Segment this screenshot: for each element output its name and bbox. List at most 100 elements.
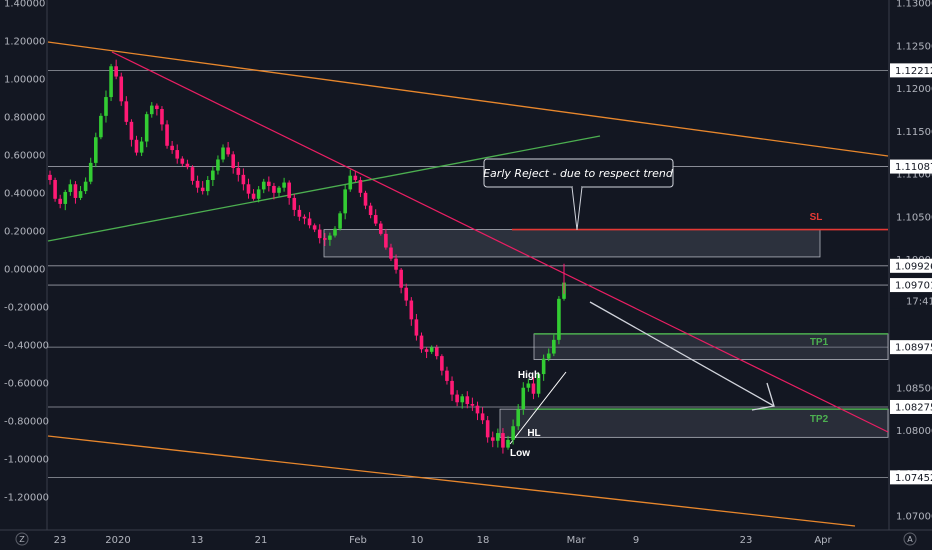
- candle-body: [450, 380, 454, 395]
- candle-body: [175, 150, 180, 159]
- right-axis-tick: 1.08500: [896, 383, 932, 394]
- tp2-label: TP2: [810, 414, 829, 425]
- time-axis-tick: 2020: [105, 535, 130, 546]
- candle-body: [297, 209, 302, 217]
- candle-body: [490, 437, 495, 441]
- left-axis-tick: -1.00000: [4, 455, 49, 466]
- candle-body: [384, 233, 388, 248]
- candle-body: [373, 215, 378, 224]
- countdown: 17:41: [906, 297, 932, 308]
- candle-body: [465, 396, 470, 404]
- candle-body: [323, 238, 327, 240]
- candle-body: [546, 353, 551, 359]
- descending-trendline: [111, 51, 889, 433]
- candle-body: [226, 147, 230, 155]
- time-axis-tick: Mar: [567, 535, 587, 546]
- candle-body: [348, 175, 353, 190]
- candle-body: [434, 347, 439, 357]
- left-axis-tick: 1.40000: [4, 0, 45, 10]
- candle-body: [536, 374, 541, 394]
- candle-body: [307, 218, 312, 226]
- price-tag: 1.12212: [895, 66, 932, 77]
- price-tag: 1.09926: [895, 261, 932, 272]
- candle-body: [424, 349, 429, 352]
- callout-text: Early Reject - due to respect trend: [483, 167, 674, 180]
- candle-body: [104, 97, 108, 116]
- projection-arrow: [589, 301, 775, 407]
- candle-body: [511, 426, 515, 440]
- candle-body: [317, 229, 322, 239]
- sl-label: SL: [810, 212, 823, 223]
- right-axis-tick: 1.12000: [896, 84, 932, 95]
- left-axis-tick: -0.20000: [4, 303, 49, 314]
- candle-body: [170, 145, 174, 151]
- candles: [48, 59, 566, 454]
- candle-body: [94, 137, 98, 163]
- candle-body: [328, 235, 332, 240]
- price-tag-bg: [890, 399, 932, 414]
- candle-body: [53, 179, 57, 199]
- time-axis-tick: 13: [191, 535, 204, 546]
- candle-body: [185, 163, 190, 168]
- channel-upper-line: [47, 41, 889, 157]
- candle-body: [205, 179, 210, 192]
- candle-body: [190, 167, 195, 181]
- candle-body: [231, 154, 236, 169]
- arrow-head: [751, 382, 775, 411]
- left-price-axis: 1.40000 1.20000 1.00000 0.80000 0.60000 0.400…: [4, 0, 49, 504]
- time-axis-tick: 21: [255, 535, 268, 546]
- left-axis-tick: -0.60000: [4, 379, 49, 390]
- time-axis-tick: 10: [411, 535, 424, 546]
- left-axis-tick: 1.20000: [4, 37, 45, 48]
- candle-body: [261, 181, 266, 190]
- time-axis-tick: 23: [54, 535, 67, 546]
- right-axis-tick: 1.11000: [896, 170, 932, 181]
- hl-label: HL: [527, 428, 540, 439]
- zoom-button-label: Z: [19, 535, 25, 544]
- chart-grid: [0, 0, 932, 531]
- candle-body: [165, 124, 169, 146]
- candle-body: [48, 174, 52, 180]
- candle-body: [195, 180, 200, 188]
- candle-body: [267, 181, 271, 186]
- zoom-button: [15, 532, 29, 546]
- left-axis-tick: 1.00000: [4, 75, 45, 86]
- candle-body: [109, 66, 113, 98]
- candle-body: [399, 269, 403, 288]
- candle-body: [221, 147, 225, 160]
- price-tag-bg: [890, 159, 932, 174]
- left-axis-tick: 0.40000: [4, 189, 45, 200]
- candle-body: [180, 158, 185, 164]
- price-tag-bg: [890, 258, 932, 273]
- candle-body: [404, 287, 409, 301]
- left-axis-tick: -0.80000: [4, 417, 49, 428]
- candle-body: [501, 433, 505, 448]
- candle-body: [272, 185, 276, 193]
- candle-body: [68, 184, 73, 192]
- higher-low-line: [509, 371, 567, 445]
- candle-body: [358, 179, 363, 193]
- candle-body: [333, 228, 337, 236]
- candle-body: [241, 174, 246, 185]
- candle-body: [409, 300, 414, 320]
- time-axis-tick: Apr: [814, 535, 832, 546]
- candle-body: [63, 191, 68, 204]
- low-label: Low: [510, 448, 530, 459]
- candle-body: [516, 409, 520, 427]
- candle-body: [455, 394, 459, 403]
- candle-body: [78, 191, 83, 198]
- candle-body: [480, 413, 485, 421]
- candle-body: [440, 356, 444, 371]
- rising-green-line: [47, 135, 601, 242]
- price-tag: 1.07452: [895, 473, 932, 484]
- candle-body: [394, 258, 398, 270]
- zones: [323, 228, 889, 438]
- right-axis-tick: 1.08000: [896, 426, 932, 437]
- price-tag-bg: [890, 278, 932, 293]
- candle-body: [485, 420, 490, 438]
- time-axis-tick: Feb: [349, 535, 367, 546]
- time-axis: 23 2020 13 21 Feb 10 18 Mar 9 23 Apr Z A: [15, 532, 917, 546]
- candle-body: [419, 335, 424, 350]
